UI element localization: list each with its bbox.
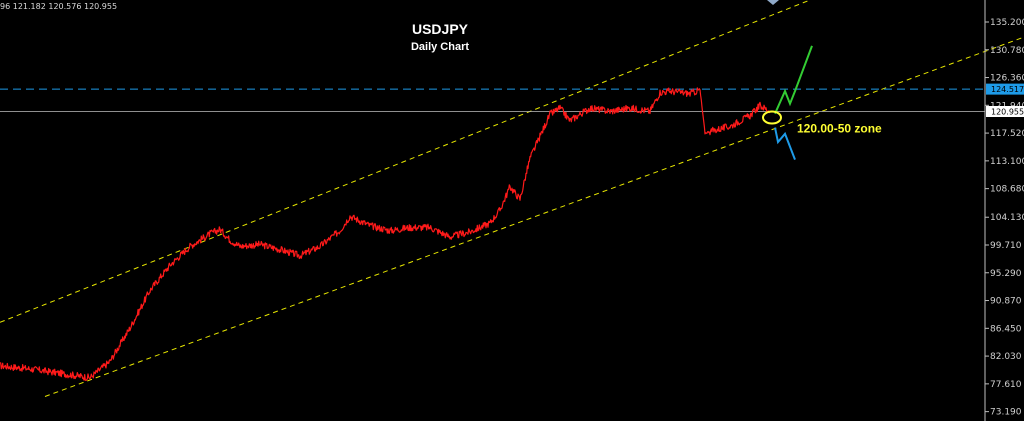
chart-subtitle: Daily Chart [411, 41, 469, 53]
y-tick-label: 95.290 [990, 269, 1022, 279]
price-axis[interactable]: 135.200130.780126.360121.940117.520113.1… [985, 18, 1024, 418]
channel-lower-line[interactable] [44, 36, 1024, 397]
y-tick-label: 73.190 [990, 408, 1022, 418]
y-tick-label: 126.360 [990, 74, 1024, 84]
channel-upper-line[interactable] [0, 0, 811, 323]
current-price-label: 120.955 [991, 108, 1024, 117]
y-tick-label: 135.200 [990, 18, 1024, 28]
y-tick-label: 113.100 [990, 157, 1024, 167]
current-price-badge [986, 106, 1024, 118]
y-tick-label: 108.680 [990, 185, 1024, 195]
y-tick-label: 130.780 [990, 46, 1024, 56]
chart-title: USDJPY [412, 21, 469, 37]
zone-annotation: 120.00-50 zone [797, 122, 882, 136]
scroll-marker-icon[interactable] [767, 0, 779, 5]
resistance-price-badge [986, 83, 1024, 95]
y-tick-label: 77.610 [990, 380, 1022, 390]
y-tick-label: 90.870 [990, 297, 1022, 307]
y-tick-label: 104.130 [990, 213, 1024, 223]
y-tick-label: 82.030 [990, 352, 1022, 362]
y-tick-label: 86.450 [990, 324, 1022, 334]
price-series-line[interactable] [0, 87, 771, 381]
projection-up-arrow [774, 45, 813, 115]
resistance-price-label: 124.517 [991, 85, 1024, 94]
ohlc-readout: 96 121.182 120.576 120.955 [0, 2, 117, 11]
y-tick-label: 117.520 [990, 129, 1024, 139]
projection-down-arrow [774, 127, 796, 160]
y-tick-label: 99.710 [990, 241, 1022, 251]
zone-marker-ellipse [762, 110, 782, 125]
